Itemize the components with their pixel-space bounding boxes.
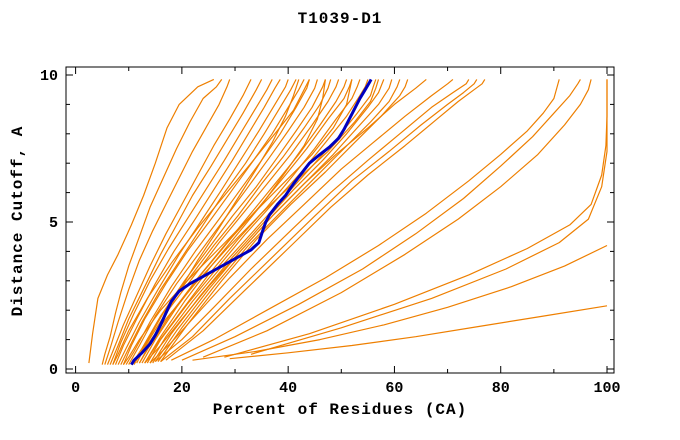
model-curve: [149, 78, 454, 364]
model-curve: [144, 78, 427, 364]
model-curve: [181, 79, 581, 361]
model-curve: [157, 79, 401, 362]
model-curve: [144, 79, 361, 364]
x-tick-label: 40: [279, 380, 297, 397]
model-curve: [122, 79, 353, 365]
model-curve: [112, 79, 273, 365]
model-curve: [114, 79, 281, 365]
model-curve: [109, 79, 263, 365]
model-curve: [88, 78, 215, 364]
model-curve: [106, 79, 252, 365]
model-curve: [229, 305, 608, 360]
x-axis-label: Percent of Residues (CA): [212, 401, 468, 419]
highlight-curve: [130, 78, 373, 366]
model-curve: [117, 79, 289, 365]
chart-title: T1039-D1: [297, 10, 383, 28]
model-curve: [250, 79, 608, 355]
y-tick-label: 10: [40, 68, 58, 85]
model-curve: [125, 79, 310, 365]
model-curve: [104, 79, 231, 365]
model-curve: [165, 79, 486, 361]
y-tick-label: 0: [49, 362, 58, 379]
x-tick-label: 0: [71, 380, 80, 397]
y-axis-label: Distance Cutoff, A: [9, 125, 27, 317]
model-curve: [154, 79, 470, 363]
model-curve: [171, 79, 560, 361]
model-curve: [138, 79, 348, 364]
model-curve: [144, 79, 326, 364]
x-tick-label: 20: [173, 380, 191, 397]
x-tick-label: 100: [593, 380, 620, 397]
model-curve: [130, 79, 326, 365]
model-curve: [202, 79, 592, 358]
model-curve: [101, 79, 223, 365]
model-curve: [112, 79, 310, 365]
model-curve: [192, 244, 608, 361]
model-curve: [160, 79, 409, 362]
model-curve: [160, 79, 478, 363]
x-tick-label: 80: [492, 380, 510, 397]
plot-border: [65, 66, 615, 374]
x-tick-label: 60: [385, 380, 403, 397]
model-curve: [149, 79, 377, 364]
model-curve: [224, 79, 608, 358]
y-tick-label: 5: [49, 215, 58, 232]
